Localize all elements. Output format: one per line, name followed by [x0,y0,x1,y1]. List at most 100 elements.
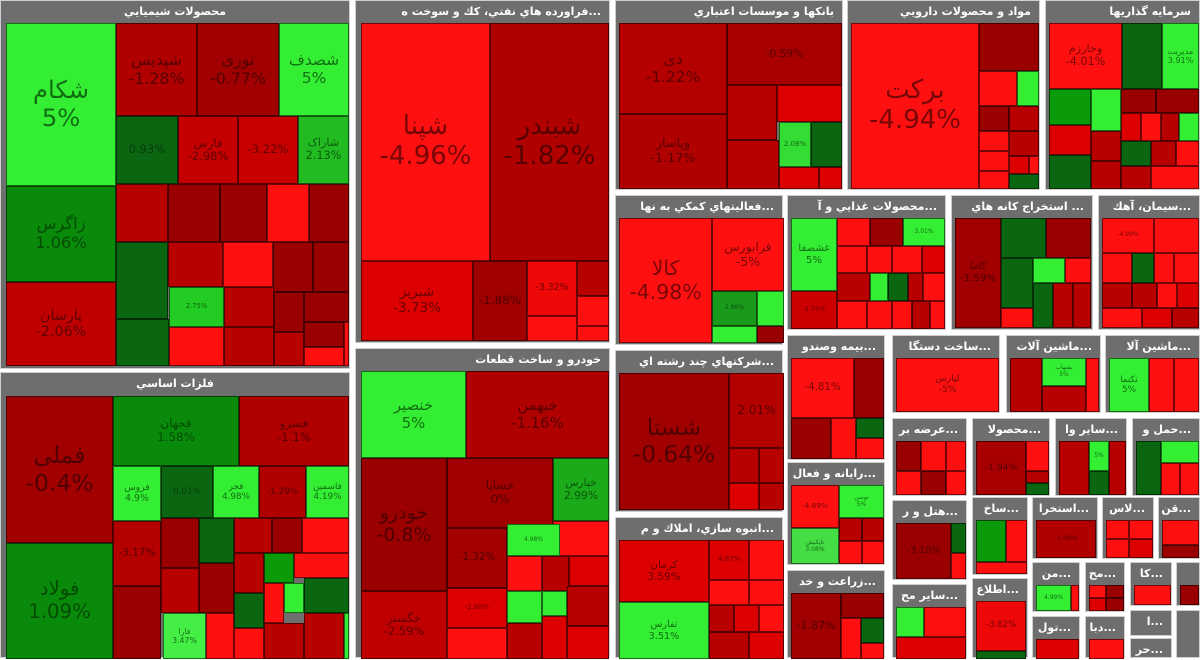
stock-tile[interactable] [1009,131,1039,156]
stock-tile[interactable] [116,184,168,242]
stock-tile[interactable]: 0.93% [116,116,178,184]
stock-tile[interactable] [169,327,224,366]
stock-tile[interactable] [1065,258,1091,283]
stock-tile[interactable]: وخارزم -4.01% [1049,23,1122,89]
stock-tile[interactable] [734,605,759,632]
stock-tile[interactable] [304,322,344,347]
stock-tile[interactable] [896,471,921,495]
stock-tile[interactable] [1174,358,1199,412]
sector-title[interactable]: سرمايه گذاريها [1109,5,1191,18]
stock-tile[interactable]: 4.87% [709,540,749,580]
stock-tile[interactable] [896,441,921,471]
stock-tile[interactable] [264,623,304,659]
stock-tile[interactable] [1089,471,1109,495]
stock-tile[interactable] [888,273,908,301]
stock-tile[interactable]: 4.99% [1036,585,1071,611]
stock-tile[interactable] [976,562,1027,574]
stock-tile[interactable]: 5% [1089,441,1109,471]
stock-tile[interactable] [234,553,264,593]
stock-tile[interactable] [979,106,1009,131]
stock-tile[interactable] [1156,89,1199,113]
stock-tile[interactable] [712,326,757,343]
stock-tile[interactable] [759,448,784,483]
sector-title[interactable]: بانكها و موسسات اعتباري [693,5,834,18]
sector-title[interactable]: ...استخرا [1038,502,1089,515]
sector-title[interactable]: ...ماشين آلات [1016,340,1092,353]
stock-tile[interactable] [199,518,234,563]
stock-tile[interactable] [553,521,609,556]
stock-tile[interactable] [1162,520,1199,545]
stock-tile[interactable] [1102,308,1142,328]
stock-tile[interactable] [979,71,1017,106]
stock-tile[interactable] [837,301,867,329]
stock-tile[interactable] [313,242,349,292]
stock-tile[interactable] [507,556,542,591]
stock-tile[interactable] [206,613,234,659]
stock-tile[interactable] [113,586,161,659]
stock-tile[interactable] [1121,113,1141,141]
sector-title[interactable]: ...بيمه وصندو [801,340,876,353]
stock-tile[interactable] [870,218,903,246]
stock-tile[interactable] [264,553,294,583]
stock-tile[interactable]: شکام 5% [6,23,116,186]
stock-tile[interactable] [447,628,507,659]
stock-tile[interactable] [1089,639,1124,659]
stock-tile[interactable] [839,518,862,541]
stock-tile[interactable]: شستا -0.64% [619,373,729,510]
stock-tile[interactable] [749,580,784,605]
stock-tile[interactable]: فملی -0.4% [6,396,113,543]
stock-tile[interactable] [1091,131,1121,161]
stock-tile[interactable]: شصدف 5% [279,23,349,116]
stock-tile[interactable]: فارا 3.47% [163,613,206,659]
stock-tile[interactable]: کاما -1.59% [955,218,1001,328]
sector-title[interactable]: مواد و محصولات دارويي [899,5,1031,18]
stock-tile[interactable] [294,553,349,578]
stock-tile[interactable] [1036,639,1079,659]
stock-tile[interactable] [951,553,966,579]
stock-tile[interactable] [779,167,819,189]
sector-title[interactable]: ...شركتهاي چند رشته اي [639,355,774,368]
stock-tile[interactable]: شاراک 2.13% [298,116,349,184]
stock-tile[interactable] [199,563,234,613]
stock-tile[interactable] [1046,218,1091,258]
stock-tile[interactable] [1161,441,1199,463]
stock-tile[interactable]: ثفارس 3.51% [619,602,709,659]
stock-tile[interactable] [757,326,784,343]
stock-tile[interactable] [856,418,884,438]
stock-tile[interactable]: کالا -4.98% [619,218,712,343]
stock-tile[interactable] [577,296,609,326]
stock-tile[interactable]: فروس 4.9% [113,466,161,521]
stock-tile[interactable] [729,448,759,483]
sector-title[interactable]: ...دبا [1089,621,1116,634]
stock-tile[interactable]: نوری -0.77% [197,23,279,116]
stock-tile[interactable] [979,131,1009,151]
stock-tile[interactable] [1132,253,1154,283]
stock-tile[interactable] [267,184,309,242]
stock-tile[interactable] [1006,520,1027,562]
stock-tile[interactable] [1001,218,1046,258]
stock-tile[interactable] [1129,539,1153,558]
stock-tile[interactable] [892,246,922,273]
stock-tile[interactable] [727,140,779,189]
stock-tile[interactable]: تکنما 5% [1109,358,1149,412]
stock-tile[interactable]: 2.86% [712,291,757,326]
stock-tile[interactable] [1059,441,1089,495]
stock-tile[interactable] [273,242,313,292]
stock-tile[interactable] [837,273,870,301]
stock-tile[interactable] [1053,283,1073,328]
stock-tile[interactable]: -3.17% [113,521,161,586]
stock-tile[interactable] [1091,89,1121,131]
stock-tile[interactable] [274,332,304,366]
stock-tile[interactable] [1109,441,1126,495]
sector-title[interactable] [1177,563,1199,584]
stock-tile[interactable] [1176,141,1199,166]
stock-tile[interactable]: شپدیس -1.28% [116,23,197,116]
sector-title[interactable]: ...لاس [1109,502,1145,515]
stock-tile[interactable] [1132,283,1157,308]
stock-tile[interactable] [924,607,966,637]
stock-tile[interactable] [1001,258,1033,308]
stock-tile[interactable] [976,520,1006,562]
sector-title[interactable]: ...محصولا [987,423,1041,436]
stock-tile[interactable]: فجهان 1.58% [113,396,239,466]
stock-tile[interactable]: -3.22% [238,116,298,184]
